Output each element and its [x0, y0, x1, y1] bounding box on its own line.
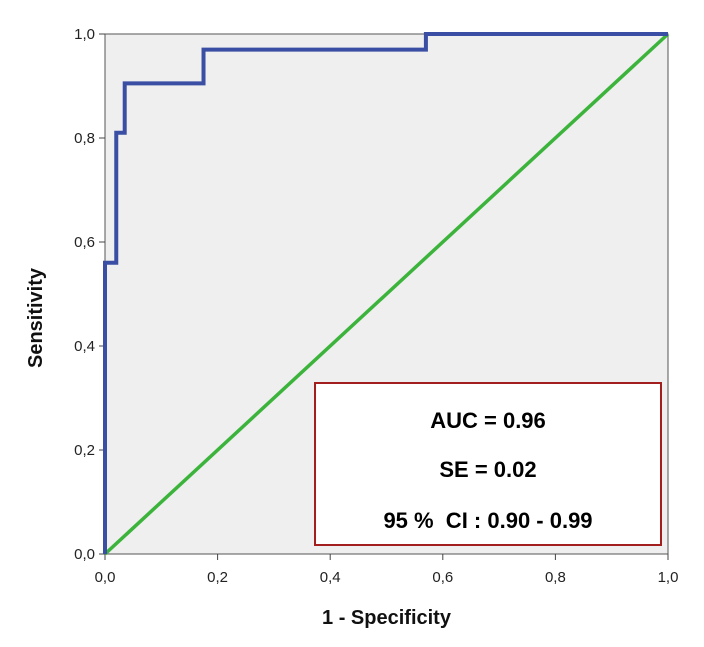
y-axis-title: Sensitivity: [25, 267, 47, 368]
reference-diagonal-line: [103, 32, 670, 556]
auc-label: AUC = 0.96: [430, 408, 546, 433]
x-tick-label: 0,4: [320, 569, 341, 586]
y-tick-label: 0,2: [74, 442, 95, 459]
x-tick-label: 0,2: [207, 569, 228, 586]
y-tick-label: 0,8: [74, 130, 95, 147]
x-tick-label: 0,8: [545, 569, 566, 586]
roc-curve-line: [103, 32, 668, 554]
ci-label: 95 % CI : 0.90 - 0.99: [383, 508, 592, 533]
x-tick-label: 0,0: [95, 569, 116, 586]
x-tick-label: 0,6: [432, 569, 453, 586]
stats-annotation: AUC = 0.96 SE = 0.02 95 % CI : 0.90 - 0.…: [314, 382, 662, 546]
series-layer: [103, 32, 670, 556]
y-tick-label: 1,0: [74, 26, 95, 43]
y-tick-label: 0,0: [74, 546, 95, 563]
axis-ticks: 0,0 0,2 0,4 0,6 0,8 1,0 0,0 0,2 0,4 0,6 0,8 1,0: [74, 26, 678, 586]
x-axis-title: 1 - Specificity: [322, 607, 452, 629]
y-tick-label: 0,6: [74, 234, 95, 251]
se-label: SE = 0.02: [439, 457, 536, 482]
stats-box: [314, 382, 662, 546]
y-tick-label: 0,4: [74, 338, 95, 355]
x-tick-label: 1,0: [658, 569, 679, 586]
